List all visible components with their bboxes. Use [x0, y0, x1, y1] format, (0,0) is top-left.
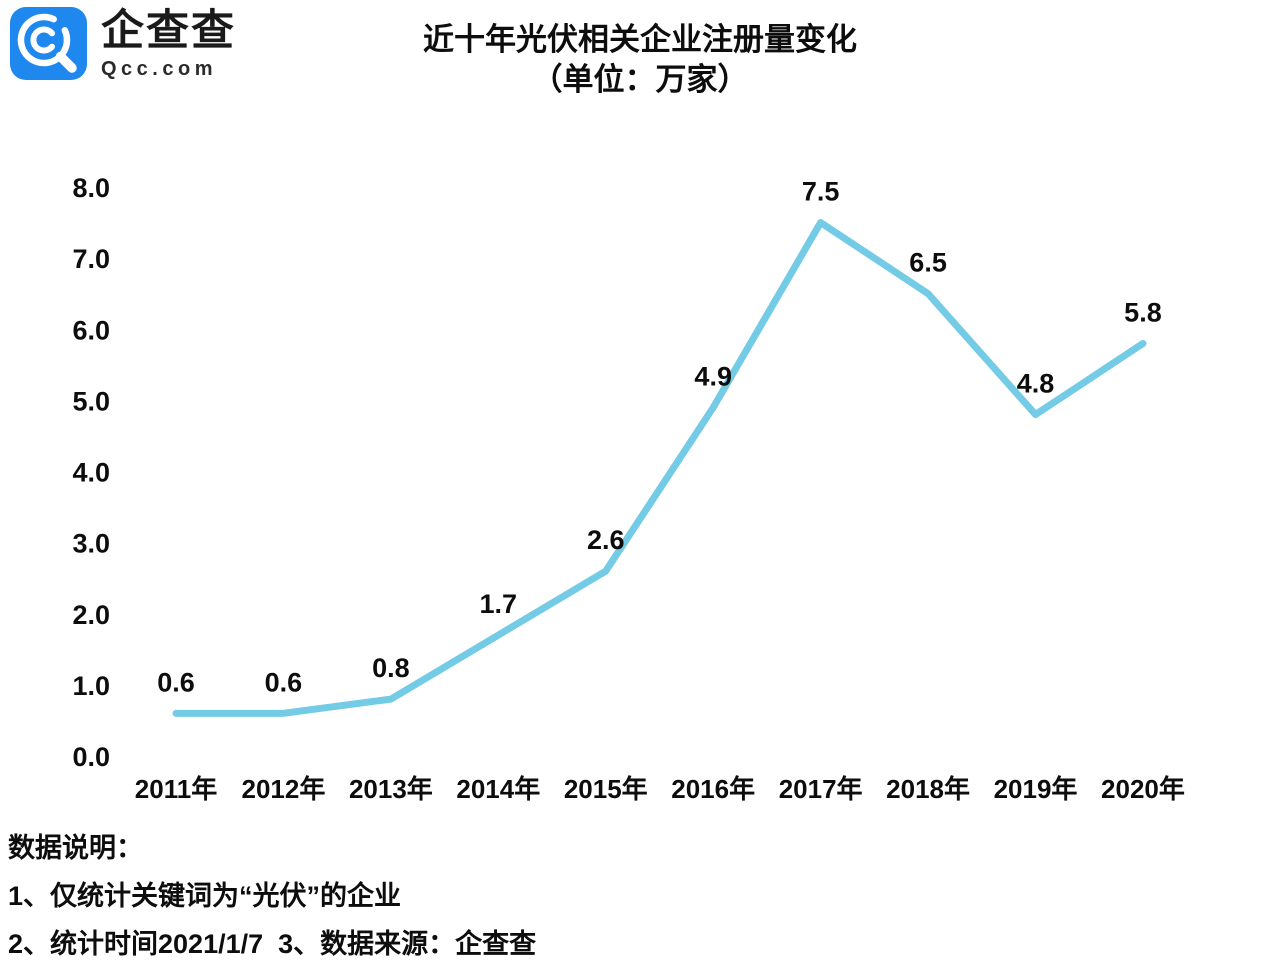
- notes-line-2: 2、统计时间2021/1/7 3、数据来源：企查查: [8, 929, 537, 959]
- y-axis-tick-label: 8.0: [72, 173, 110, 203]
- y-axis-tick-label: 4.0: [72, 458, 110, 488]
- data-line: [172, 219, 1147, 717]
- value-label: 4.9: [694, 361, 732, 391]
- chart-title: 近十年光伏相关企业注册量变化: [423, 22, 857, 57]
- data-notes: 数据说明： 1、仅统计关键词为“光伏”的企业 2、统计时间2021/1/7 3、…: [8, 824, 536, 968]
- x-axis-label: 2011年: [135, 774, 217, 804]
- qcc-magnifier-icon: [10, 7, 87, 80]
- x-axis-label: 2016年: [671, 774, 755, 804]
- notes-heading: 数据说明：: [8, 833, 143, 863]
- value-label: 5.8: [1124, 297, 1162, 327]
- y-axis-tick-label: 2.0: [72, 600, 110, 630]
- x-axis-label: 2017年: [779, 774, 863, 804]
- logo-brand-name: 企查查: [101, 7, 236, 55]
- title-block: 近十年光伏相关企业注册量变化 （单位：万家）: [0, 20, 1266, 100]
- y-axis-tick-label: 5.0: [72, 386, 110, 416]
- x-axis-label: 2018年: [886, 774, 970, 804]
- logo-domain-text: Qcc.com: [101, 58, 217, 80]
- notes-line-1: 1、仅统计关键词为“光伏”的企业: [8, 881, 402, 911]
- magnifier-ring: [17, 13, 71, 67]
- y-axis-tick-label: 3.0: [72, 529, 110, 559]
- x-axis-label: 2013年: [349, 774, 433, 804]
- x-axis-label: 2019年: [994, 774, 1078, 804]
- x-axis-label: 2020年: [1101, 774, 1185, 804]
- y-axis-tick-label: 6.0: [72, 315, 110, 345]
- value-label: 1.7: [480, 589, 518, 619]
- value-label: 2.6: [587, 525, 625, 555]
- value-label: 7.5: [802, 177, 840, 207]
- x-axis-label: 2015年: [564, 774, 648, 804]
- y-axis-tick-label: 7.0: [72, 244, 110, 274]
- qcc-logo: 企查查 Qcc.com: [10, 7, 236, 81]
- x-axis-label: 2012年: [242, 774, 326, 804]
- y-axis-tick-label: 0.0: [72, 742, 110, 772]
- magnifier-handle: [55, 51, 77, 73]
- value-label: 6.5: [909, 248, 947, 278]
- value-label: 0.6: [265, 667, 303, 697]
- logo-text-column: 企查查 Qcc.com: [101, 7, 236, 81]
- value-label: 0.6: [157, 667, 195, 697]
- x-axis-label: 2014年: [456, 774, 540, 804]
- value-label: 4.8: [1017, 369, 1055, 399]
- chart-subtitle: （单位：万家）: [531, 62, 749, 97]
- y-axis-tick-label: 1.0: [72, 671, 110, 701]
- inner-c: [30, 26, 55, 54]
- value-label: 0.8: [372, 653, 410, 683]
